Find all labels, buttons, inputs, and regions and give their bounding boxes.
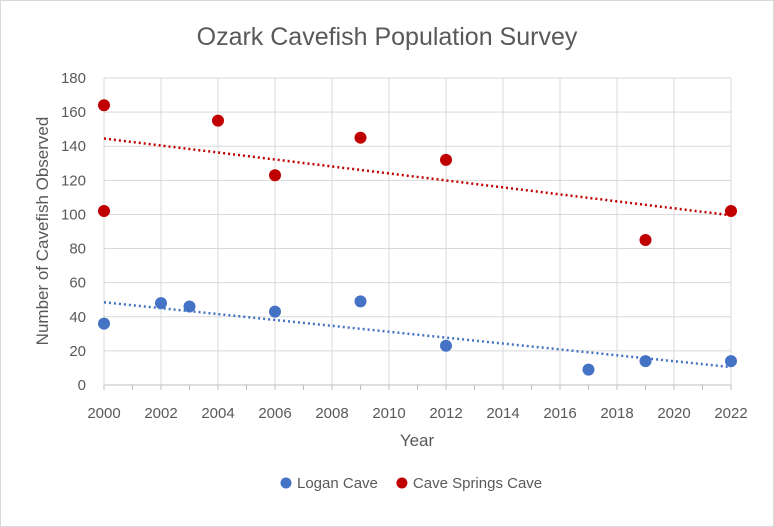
gridlines	[103, 77, 732, 385]
data-points	[98, 99, 737, 376]
x-tick-label: 2004	[201, 405, 234, 422]
logan-cave-point	[354, 295, 367, 308]
x-tick-label: 2012	[429, 405, 462, 422]
cave-springs-cave-point	[98, 99, 110, 112]
legend: Logan Cave Cave Springs Cave	[280, 475, 542, 492]
x-tick-label: 2008	[315, 405, 348, 422]
cave-springs-cave-point	[354, 131, 367, 144]
logan-cave-point	[269, 305, 281, 318]
y-tick-label: 160	[61, 104, 86, 121]
y-tick-label: 80	[69, 241, 86, 258]
x-tick-labels: 2000 2002 2004 2006 2008 2010 2012 2014 2016 2018…	[87, 405, 747, 422]
cave-springs-cave-point	[725, 205, 737, 218]
logan-cave-point	[639, 355, 652, 368]
cave-springs-cave-legend-marker	[396, 477, 408, 489]
cave-springs-cave-point	[440, 153, 452, 166]
cave-springs-cave-point	[269, 169, 281, 182]
cave-springs-cave-point	[639, 234, 652, 247]
logan-cave-point	[155, 297, 167, 310]
y-tick-label: 120	[61, 172, 86, 189]
x-tick-label: 2000	[87, 405, 120, 422]
x-tick-label: 2016	[543, 405, 576, 422]
x-tick-label: 2002	[144, 405, 177, 422]
trendlines	[103, 137, 732, 369]
x-tick-label: 2022	[714, 405, 747, 422]
y-tick-label: 0	[78, 377, 86, 394]
cave-springs-cave-legend-label: Cave Springs Cave	[413, 475, 542, 492]
x-tick-label: 2014	[486, 405, 519, 422]
y-tick-label: 60	[69, 275, 86, 292]
logan-cave-legend-marker	[280, 477, 292, 489]
logan-cave-point	[582, 363, 595, 376]
y-tick-label: 100	[61, 206, 86, 223]
y-tick-label: 20	[69, 343, 86, 360]
y-tick-label: 40	[69, 309, 86, 326]
chart-title: Ozark Cavefish Population Survey	[197, 23, 578, 51]
x-axis-title: Year	[400, 431, 435, 450]
logan-cave-legend-label: Logan Cave	[297, 475, 378, 492]
cave-springs-cave-point	[212, 114, 224, 127]
logan-cave-point	[440, 339, 452, 352]
x-tick-label: 2006	[258, 405, 291, 422]
logan-cave-trendline	[103, 301, 732, 369]
logan-cave-point	[183, 300, 196, 313]
y-tick-label: 180	[61, 70, 86, 87]
x-tick-label: 2010	[372, 405, 405, 422]
y-tick-label: 140	[61, 138, 86, 155]
y-tick-labels: 0 20 40 60 80 100 120 140 160 180	[61, 70, 86, 394]
logan-cave-point	[98, 317, 110, 330]
logan-cave-point	[725, 355, 737, 368]
axes	[103, 78, 732, 390]
x-tick-label: 2018	[600, 405, 633, 422]
y-axis-title: Number of Cavefish Observed	[33, 117, 52, 346]
cave-springs-cave-trendline	[103, 137, 732, 217]
x-tick-label: 2020	[657, 405, 690, 422]
cave-springs-cave-point	[98, 205, 110, 218]
